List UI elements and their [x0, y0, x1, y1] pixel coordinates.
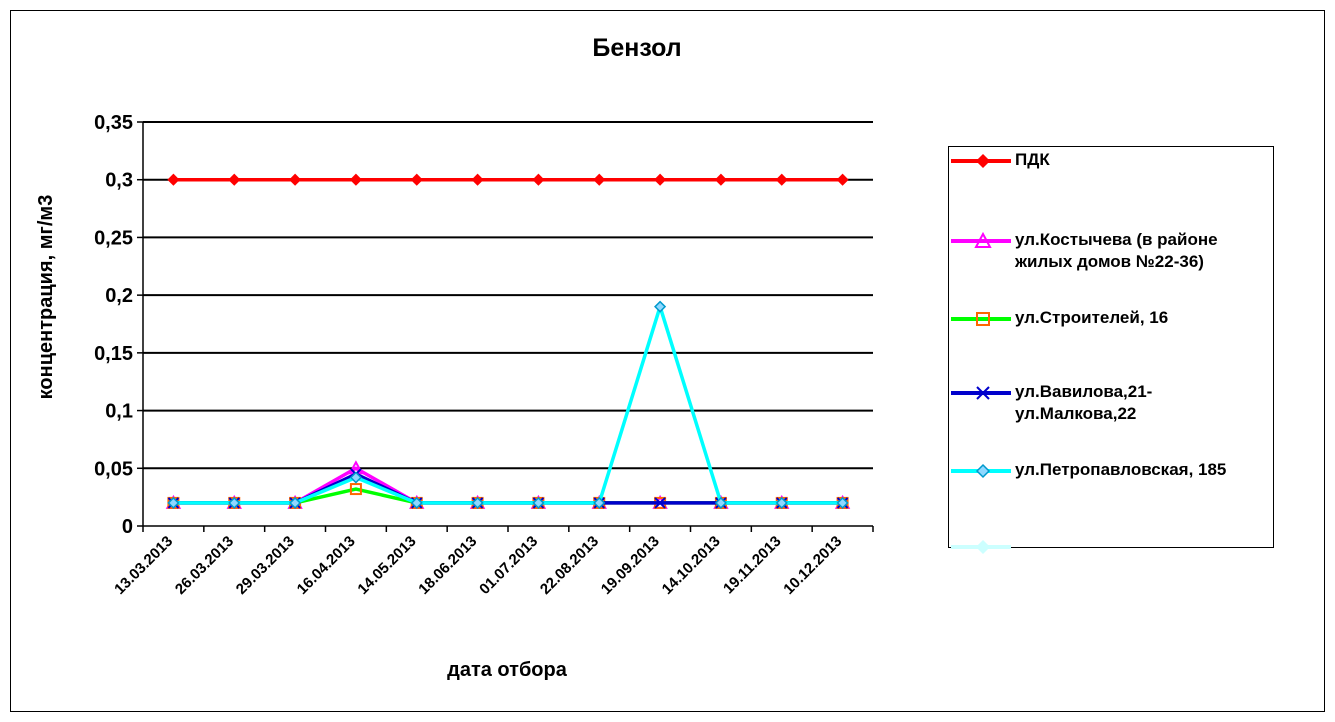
y-tick-labels: 0 0,05 0,1 0,15 0,2 0,25 0,3 0,35	[94, 112, 133, 538]
legend-label: ул.Строителей, 16	[1015, 308, 1169, 327]
x-tick-label: 18.06.2013	[415, 533, 480, 598]
data-point	[775, 173, 788, 186]
data-point	[976, 386, 990, 400]
legend-label: ул.Вавилова,21-ул.Малкова,22	[1015, 382, 1153, 423]
series-line	[173, 487, 843, 505]
legend-swatch	[951, 153, 1011, 169]
x-tick-label: 13.03.2013	[111, 533, 176, 598]
legend-swatch	[951, 463, 1011, 479]
data-point	[532, 173, 545, 186]
data-point	[228, 496, 241, 509]
data-point	[410, 496, 423, 509]
data-point	[975, 539, 991, 555]
data-point	[410, 173, 423, 186]
y-tick-label: 0,25	[94, 227, 133, 249]
x-tick-label: 01.07.2013	[476, 533, 541, 598]
data-point	[593, 496, 606, 509]
data-point	[349, 483, 362, 496]
data-point	[349, 173, 362, 186]
data-point	[975, 463, 991, 479]
series-line	[173, 304, 843, 505]
data-point	[471, 173, 484, 186]
x-tick-label: 16.04.2013	[294, 533, 359, 598]
legend-swatch	[951, 312, 1011, 326]
y-tick-label: 0,05	[94, 458, 133, 480]
data-point	[976, 312, 990, 326]
x-tick-label: 22.08.2013	[537, 533, 602, 598]
series-line	[173, 472, 843, 505]
series-4	[167, 300, 849, 509]
series-0	[167, 173, 849, 186]
legend-label: ул.Петропавловская, 185	[1015, 460, 1227, 479]
legend-swatch	[951, 231, 1011, 248]
series-lines	[165, 173, 851, 509]
data-point	[349, 471, 362, 484]
x-tick-labels: 13.03.201326.03.201329.03.201316.04.2013…	[111, 533, 845, 598]
y-axis-title: концентрация, мг/м3	[35, 195, 57, 400]
x-tick-label: 29.03.2013	[233, 533, 298, 598]
y-tick-label: 0,15	[94, 343, 133, 365]
data-point	[532, 496, 545, 509]
data-point	[167, 173, 180, 186]
x-tick-label: 19.09.2013	[598, 533, 663, 598]
data-point	[836, 173, 849, 186]
x-tick-label: 26.03.2013	[172, 533, 237, 598]
data-point	[471, 496, 484, 509]
legend: ПДК ул.Костычева (в районе жилых домов №2…	[948, 146, 1274, 555]
data-point	[836, 496, 849, 509]
legend-label: ПДК	[1015, 150, 1050, 169]
y-tick-label: 0,1	[105, 401, 133, 423]
data-point	[714, 496, 727, 509]
data-point	[289, 173, 302, 186]
legend-swatch	[951, 386, 1011, 400]
data-point	[228, 173, 241, 186]
legend-label: ул.Костычева (в районе жилых домов №22-3…	[1015, 230, 1218, 271]
x-tick-label: 19.11.2013	[720, 533, 785, 598]
data-point	[593, 173, 606, 186]
x-axis-title: дата отбора	[447, 659, 568, 681]
x-tick-label: 10.12.2013	[780, 533, 845, 598]
y-tick-label: 0,2	[105, 285, 133, 307]
axes	[137, 121, 874, 532]
y-tick-label: 0	[122, 516, 133, 538]
data-point	[654, 300, 667, 313]
x-tick-label: 14.05.2013	[354, 533, 419, 598]
data-point	[654, 173, 667, 186]
y-tick-label: 0,35	[94, 112, 133, 134]
data-point	[167, 496, 180, 509]
data-point	[775, 496, 788, 509]
data-point	[974, 231, 992, 248]
y-tick-label: 0,3	[105, 170, 133, 192]
data-point	[975, 153, 991, 169]
chart-title: Бензол	[592, 34, 681, 62]
gridlines	[143, 121, 873, 470]
x-tick-label: 14.10.2013	[659, 533, 724, 598]
series-line	[173, 466, 843, 505]
data-point	[654, 497, 666, 509]
data-point	[714, 173, 727, 186]
data-point	[289, 496, 302, 509]
legend-swatch	[951, 539, 1011, 555]
